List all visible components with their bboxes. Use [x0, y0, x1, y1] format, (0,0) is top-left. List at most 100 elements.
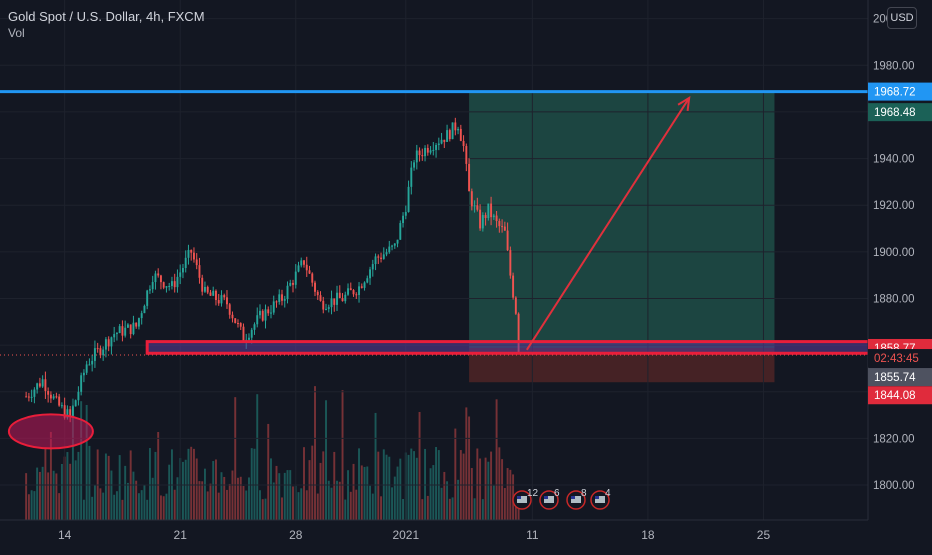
candle — [253, 322, 256, 335]
candle-body — [451, 122, 454, 140]
volume-bar — [173, 489, 176, 520]
candle — [264, 304, 267, 329]
volume-bar — [36, 467, 39, 520]
candle-body — [60, 405, 63, 407]
volume-bar — [289, 470, 292, 520]
candle — [429, 146, 432, 155]
volume-bar — [366, 466, 369, 520]
candle — [204, 281, 206, 293]
candle-body — [465, 146, 468, 164]
candle-body — [27, 396, 30, 398]
candle — [404, 205, 407, 220]
candle — [410, 161, 413, 195]
candle-body — [393, 243, 396, 246]
volume-bar — [52, 470, 55, 520]
candle-body — [102, 349, 105, 356]
candle — [421, 148, 424, 161]
candle-body — [374, 256, 377, 265]
volume-bar — [49, 431, 52, 520]
event-count: 6 — [554, 488, 560, 499]
candle — [154, 270, 157, 290]
candle — [212, 286, 215, 297]
volume-bar — [253, 448, 256, 520]
candle-body — [358, 286, 360, 295]
volume-bar — [248, 477, 250, 520]
volume-bar — [509, 469, 512, 520]
price-tick-label: 1900.00 — [873, 247, 915, 259]
volume-bar — [388, 456, 391, 520]
volume-bar — [473, 498, 476, 520]
candle — [338, 285, 341, 299]
time-tick-label: 21 — [174, 528, 188, 542]
candle — [514, 296, 517, 315]
economic-event-badge[interactable]: 4 — [590, 488, 611, 510]
volume-bar — [192, 448, 195, 520]
volume-bar — [259, 490, 261, 520]
volume-bar — [267, 423, 270, 520]
candle — [300, 257, 303, 268]
candle-body — [239, 323, 242, 327]
volume-bar — [204, 468, 206, 520]
volume-bar — [231, 470, 234, 520]
candle-body — [85, 364, 88, 373]
candle — [267, 306, 270, 316]
candle — [358, 282, 360, 303]
volume-bar — [443, 471, 446, 520]
volume-bar — [352, 463, 355, 520]
candle-body — [347, 288, 349, 295]
candle-body — [264, 309, 267, 321]
price-axis: 1800.001820.001840.001880.001900.001920.… — [867, 0, 932, 550]
candle-body — [47, 391, 50, 395]
candle — [215, 289, 217, 306]
candle-body — [157, 273, 160, 276]
volume-bar — [424, 448, 427, 520]
candle-body — [33, 389, 36, 397]
candle — [303, 259, 305, 268]
candle-body — [184, 257, 187, 269]
candle — [165, 285, 168, 293]
volume-bar — [385, 454, 388, 520]
candle-body — [503, 226, 506, 231]
volume-bar — [41, 466, 44, 520]
candle-body — [512, 275, 515, 298]
economic-event-badge[interactable]: 8 — [566, 488, 587, 510]
volume-bar — [206, 491, 209, 520]
candle-body — [143, 305, 146, 314]
candle — [209, 289, 212, 296]
candle — [231, 311, 234, 323]
candle-body — [96, 348, 99, 350]
candle-body — [121, 326, 124, 336]
economic-event-badge[interactable]: 6 — [539, 488, 560, 510]
currency-button[interactable]: USD — [887, 7, 917, 29]
time-axis-bg — [0, 520, 868, 550]
economic-event-badge[interactable]: 12 — [512, 488, 539, 510]
candle-body — [369, 269, 371, 279]
candle-body — [71, 406, 74, 416]
candle — [391, 244, 394, 251]
candle — [121, 320, 124, 342]
candle-body — [209, 292, 212, 296]
candle — [146, 289, 149, 310]
volume-bar — [281, 497, 283, 520]
candle-body — [429, 150, 432, 153]
volume-bar — [371, 493, 374, 520]
volume-bar — [487, 461, 490, 520]
volume-bar — [118, 455, 121, 520]
candle — [33, 387, 36, 404]
candle-body — [399, 223, 402, 240]
candle-body — [352, 290, 355, 295]
candle-body — [267, 309, 270, 314]
volume-bar — [242, 486, 245, 520]
candle-body — [448, 130, 451, 140]
arrow-head — [677, 96, 691, 111]
candle — [289, 279, 292, 287]
candle-body — [275, 301, 278, 303]
volume-bar — [457, 479, 460, 520]
candle-body — [129, 324, 132, 335]
candle — [143, 304, 146, 314]
candle — [360, 283, 363, 289]
volume-bar — [327, 480, 330, 520]
volume-bar — [88, 445, 91, 520]
